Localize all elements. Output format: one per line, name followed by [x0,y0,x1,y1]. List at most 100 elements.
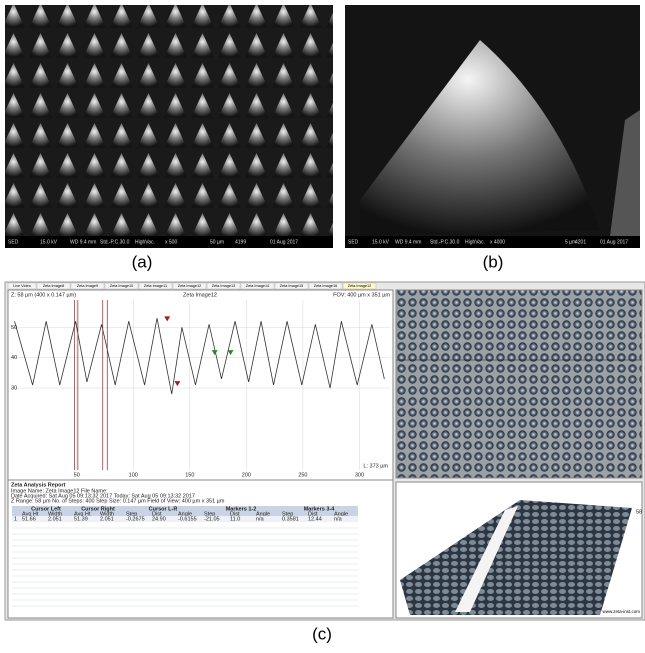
info-text: 5 µm [565,239,576,245]
sem-image-a [5,5,333,248]
table-cell: 0.3581 [282,516,299,522]
plot-header: Zeta Image12 [183,292,217,298]
group-header: Cursor Right [81,506,115,512]
tab-label: Zeta Image12 [348,284,371,288]
report-title: Zeta Analysis Report [11,482,66,488]
report-line: Z Range: 58 µm No. of Steps: 400 Step Si… [11,498,225,504]
tab [240,282,275,290]
website: www.zeta-inst.com [602,609,640,614]
y-tick-label: 50 [11,325,17,331]
cone-shape [610,110,640,236]
tab [138,282,173,290]
info-bar [345,236,640,248]
plot-header: Z: 58 µm (400 x 0.147 µm) [11,292,76,298]
column-header: Dist [152,511,162,517]
tab-label: Zeta Image9 [77,284,98,288]
tab-label: Live Video [13,284,31,288]
profile-line [14,318,385,395]
x-tick-label: 150 [185,472,194,478]
marker [211,350,218,356]
plot-panel [7,289,394,481]
group-header: Cursor L-R [149,506,178,512]
tab [308,282,343,290]
column-header: Width [100,511,114,517]
scale-label: 58 [636,509,642,515]
cone-shape [360,40,600,236]
column-header: Step [204,511,215,517]
column-header: Avg Ht [22,511,39,517]
marker [174,381,181,387]
table-cell: 12.44 [308,516,322,522]
tab-label: Zeta Image15 [280,284,303,288]
tab [36,282,71,290]
tab [172,282,207,290]
info-text: x 4000 [490,239,505,245]
y-tick-label: 40 [11,355,17,361]
tab-label: Zeta Image10 [110,284,133,288]
plot-header: FOV: 400 µm x 351 µm [333,292,390,298]
table-cell: -0.2675 [126,516,145,522]
info-text: WD 9.4 mm [395,239,421,245]
column-header: Step [282,511,293,517]
info-text: Std.-P.C.30.0 [100,239,130,245]
report-line: Date Acquired: Sat Aug 05 09:13:32 2017 … [11,493,195,499]
tab [274,282,309,290]
tab [104,282,139,290]
panel-label: (c) [312,624,332,643]
y-tick-label: 30 [11,385,17,391]
group-header: Markers 1-2 [226,506,257,512]
info-text: 01 Aug 2017 [600,239,628,245]
tab [7,282,37,290]
table-cell: 1 [14,516,17,522]
marker [227,350,234,356]
table-cell: 2.051 [48,516,62,522]
info-text: SED [8,239,19,245]
panel-label: (a) [132,252,153,271]
info-text: 4199 [235,239,246,245]
report-line: Image Name: Zeta Image12 File Name: [11,488,108,494]
table-cell: -21.05 [204,516,220,522]
tab-label: Zeta Image12 [178,284,201,288]
column-header: Dist [308,511,318,517]
tab-label: Zeta Image11 [144,284,167,288]
table-cell: 51.39 [74,516,88,522]
table-cell: 24.90 [152,516,166,522]
table-cell: n/a [334,516,343,522]
x-tick-label: 50 [74,472,80,478]
length-label: L: 373 µm [363,463,388,469]
info-text: 15.0 kV [372,239,390,245]
top-view-image [395,289,643,479]
table-cell: 11.0 [230,516,240,522]
tab [342,282,377,290]
info-text: WD 9.4 mm [70,239,96,245]
info-text: Std.-P.C.30.0 [430,239,460,245]
x-tick-label: 300 [355,472,364,478]
table-cell: 51.66 [22,516,36,522]
info-text: 4201 [575,239,586,245]
info-text: 01 Aug 2017 [270,239,298,245]
tab-label: Zeta Image13 [212,284,235,288]
x-tick-label: 100 [129,472,138,478]
column-header: Dist [230,511,240,517]
marker [164,316,171,322]
table-cell: -0.6155 [178,516,197,522]
table-cell: 2.051 [100,516,114,522]
column-header: Step [126,511,137,517]
x-tick-label: 200 [242,472,251,478]
info-text: 15.0 kV [40,239,58,245]
table-header [12,506,358,516]
x-tick-label: 250 [298,472,307,478]
tab-label: Zeta Image16 [314,284,337,288]
tab-label: Zeta Image14 [246,284,269,288]
info-text: x 500 [165,239,177,245]
tab [70,282,105,290]
info-text: HighVac. [135,239,155,245]
column-header: Width [48,511,62,517]
info-bar [5,236,333,248]
column-header: Angle [178,511,192,517]
info-text: 50 µm [210,239,224,245]
table-row [12,516,358,522]
table-cell: n/a [256,516,265,522]
tab [206,282,241,290]
